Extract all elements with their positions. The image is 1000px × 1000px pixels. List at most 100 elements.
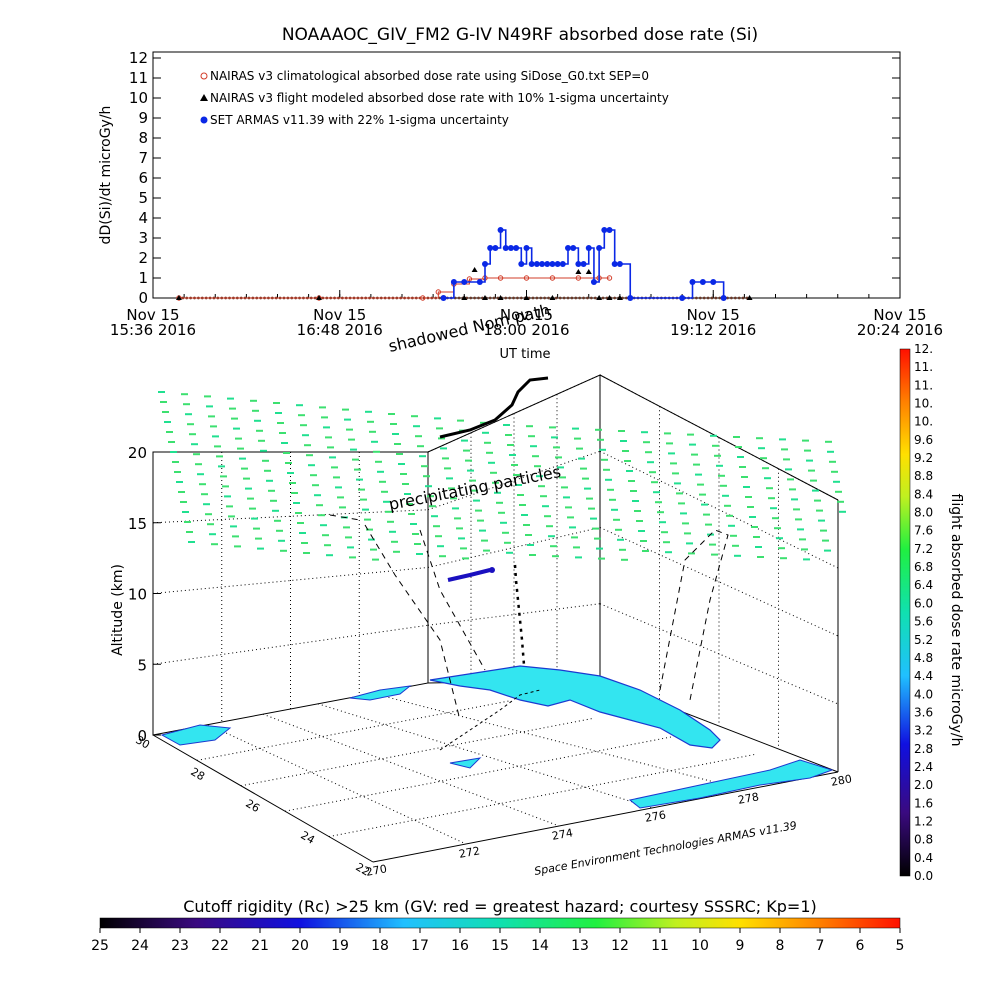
- colorbar-tick-label: 0.0: [914, 869, 933, 883]
- rigidity-tick-label: 20: [291, 938, 309, 954]
- baseline-point: [531, 296, 535, 300]
- y-tick-label: 2: [138, 249, 148, 267]
- series-point-armas: [606, 227, 613, 233]
- colorbar-tick-label: 9.6: [914, 433, 933, 447]
- baseline-point: [624, 296, 628, 300]
- altitude-tick-label: 10: [128, 586, 147, 604]
- baseline-point: [504, 296, 508, 300]
- series-point-modeled: [596, 295, 603, 300]
- y-axis-label: dD(Si)/dt microGy/h: [98, 106, 114, 245]
- series-point-armas: [539, 261, 546, 267]
- baseline-point: [586, 296, 589, 300]
- rigidity-tick-label: 15: [491, 938, 509, 954]
- x-tick-label-date: Nov 15: [313, 306, 366, 324]
- rigidity-tick-label: 5: [896, 938, 905, 954]
- baseline-point: [582, 296, 585, 300]
- y-tick-label: 9: [138, 109, 148, 127]
- colorbar-tick-label: 8.4: [914, 487, 933, 501]
- series-point-modeled: [616, 295, 623, 300]
- baseline-point: [613, 296, 617, 300]
- colorbar-tick-label: 3.6: [914, 705, 933, 719]
- floor-grid-lat: [328, 753, 757, 838]
- series-point-climatological: [466, 276, 473, 282]
- ground-track-shadow: [439, 689, 541, 751]
- colorbar-tick-label: 6.0: [914, 596, 933, 610]
- baseline-point: [570, 296, 574, 300]
- baseline-point: [730, 296, 733, 300]
- rigidity-tick-label: 7: [816, 938, 825, 954]
- dose-rate-colorbar: 0.0 0.4 0.8 1.2 1.6 2.0 2.4 2.8 3.2 3.6 4.0 4.4 4.8 5…: [899, 342, 964, 883]
- latitude-tick-label: 26: [243, 797, 262, 815]
- x-tick-label-time: 15:36 2016: [110, 321, 196, 339]
- y-tick-label: 3: [138, 229, 148, 247]
- baseline-point: [512, 296, 515, 300]
- rigidity-tick-label: 6: [856, 938, 865, 954]
- baseline-point: [694, 296, 698, 300]
- legend-marker: [200, 72, 208, 80]
- rigidity-tick-label: 23: [171, 938, 189, 954]
- series-point-armas: [518, 261, 525, 267]
- florida-landmass: [429, 665, 721, 749]
- series-point-armas: [502, 245, 509, 251]
- rigidity-tick-label: 16: [451, 938, 469, 954]
- baseline-point: [737, 296, 741, 300]
- baseline-point: [508, 296, 512, 300]
- floor-front-edge: [372, 771, 839, 863]
- series-point-armas: [507, 245, 514, 251]
- series-point-armas: [523, 245, 530, 251]
- cuba-landmass: [628, 759, 834, 809]
- colorbar-ticks: 0.0 0.4 0.8 1.2 1.6 2.0 2.4 2.8 3.2 3.6 4.0 4.4 4.8 5…: [914, 342, 933, 883]
- rigidity-tick-label: 25: [91, 938, 109, 954]
- floor-grid-lat: [196, 700, 511, 761]
- series-point-armas: [585, 245, 592, 251]
- series-point-armas: [533, 261, 540, 267]
- series-point-armas: [596, 245, 603, 251]
- series-point-armas: [580, 261, 587, 267]
- colorbar-tick-label: 9.2: [914, 451, 933, 465]
- baseline-point: [589, 296, 593, 300]
- series-point-modeled: [606, 295, 613, 300]
- series-point-modeled: [575, 269, 582, 274]
- y-tick-label: 5: [138, 189, 148, 207]
- series-point-armas: [601, 227, 608, 233]
- x-tick-label-time: 18:00 2016: [483, 321, 569, 339]
- colorbar-tick-label: 5.2: [914, 633, 933, 647]
- flight-track-blue-segment: [447, 568, 491, 582]
- series-group: [175, 227, 753, 301]
- legend-label: NAIRAS v3 climatological absorbed dose r…: [210, 69, 649, 83]
- series-point-armas: [450, 279, 457, 285]
- series-point-armas: [476, 279, 483, 285]
- shadow-line-4: [659, 529, 729, 701]
- series-point-armas: [689, 279, 696, 285]
- series-point-armas: [549, 261, 556, 267]
- series-point-modeled: [482, 295, 488, 300]
- longitude-ticks: 270 272 274 276 278 280: [365, 772, 853, 878]
- colorbar-tick-label: 4.8: [914, 651, 933, 665]
- grid-lines: [152, 374, 839, 845]
- colorbar-tick-label: 0.8: [914, 833, 933, 847]
- baseline-point: [710, 296, 714, 300]
- baseline-point: [726, 296, 729, 300]
- baseline-point: [492, 296, 496, 300]
- colorbar-tick-label: 11.: [914, 378, 933, 392]
- rigidity-tick-label: 22: [211, 938, 229, 954]
- baseline-point: [601, 296, 605, 300]
- colorbar-tick-label: 10.: [914, 415, 933, 429]
- y-tick-label: 4: [138, 209, 148, 227]
- baseline-point: [547, 296, 550, 300]
- series-point-armas: [482, 261, 488, 267]
- grid-line-back-right: [427, 527, 601, 568]
- floor-grid-lon: [372, 692, 746, 791]
- legend-marker: [200, 94, 208, 101]
- colorbar-tick-label: 3.2: [914, 724, 933, 738]
- x-tick-label-time: 20:24 2016: [857, 321, 943, 339]
- back-wall-right: [427, 374, 601, 684]
- y-tick-label: 11: [129, 69, 148, 87]
- colorbar-label: flight absorbed dose rate microGy/h: [948, 494, 964, 747]
- baseline-point: [558, 296, 562, 300]
- island: [449, 757, 482, 769]
- grid-line-right-wall: [599, 374, 839, 501]
- rigidity-tick-label: 14: [531, 938, 549, 954]
- rigidity-tick-label: 9: [736, 938, 745, 954]
- baseline-point: [714, 296, 718, 300]
